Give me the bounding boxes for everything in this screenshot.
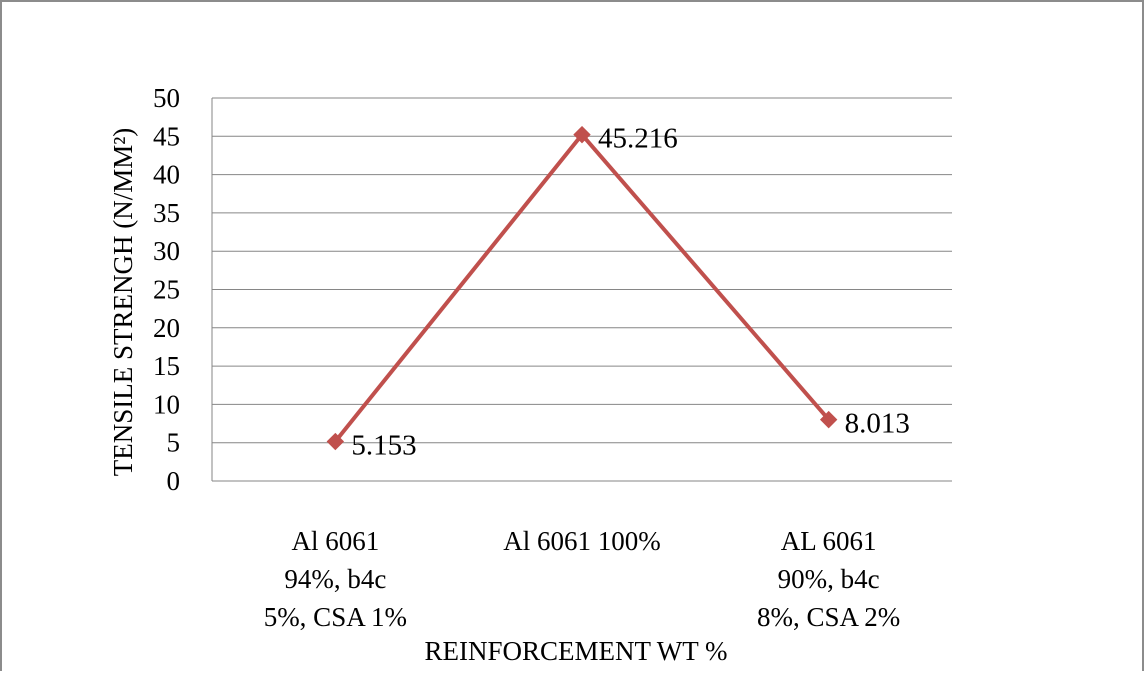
data-point-3 bbox=[819, 410, 838, 429]
x-category-label-line: 90%, b4c bbox=[778, 564, 880, 594]
series-line-path bbox=[333, 132, 831, 443]
x-category-label-1: Al 6061 94%, b4c 5%, CSA 1% bbox=[264, 526, 407, 632]
y-tick-label-50: 50 bbox=[153, 83, 180, 113]
x-category-label-2: Al 6061 100% bbox=[503, 526, 661, 556]
data-labels: 5.153 45.216 8.013 bbox=[351, 123, 910, 462]
data-label-3: 8.013 bbox=[845, 408, 910, 440]
y-tick-label-45: 45 bbox=[153, 121, 180, 151]
y-tick-label-5: 5 bbox=[167, 428, 181, 458]
data-label-1: 5.153 bbox=[351, 430, 416, 462]
series-line bbox=[333, 132, 831, 443]
data-point-1 bbox=[326, 432, 345, 451]
data-label-2: 45.216 bbox=[598, 123, 678, 155]
y-tick-label-30: 30 bbox=[153, 236, 180, 266]
x-category-label-line: AL 6061 bbox=[781, 526, 877, 556]
x-category-label-line: 94%, b4c bbox=[284, 564, 386, 594]
y-tick-label-0: 0 bbox=[167, 466, 181, 496]
x-category-label-3: AL 6061 90%, b4c 8%, CSA 2% bbox=[757, 526, 900, 632]
x-category-label-line: 5%, CSA 1% bbox=[264, 602, 407, 632]
data-point-2 bbox=[573, 125, 591, 144]
gridlines bbox=[211, 97, 952, 482]
y-axis-title: TENSILE STRENGH (N/MM²) bbox=[108, 128, 138, 477]
y-tick-label-15: 15 bbox=[153, 351, 180, 381]
y-axis-tick-labels: 0 5 10 15 20 25 30 35 40 45 50 bbox=[153, 83, 180, 496]
y-tick-label-25: 25 bbox=[153, 275, 180, 305]
y-tick-label-20: 20 bbox=[153, 313, 180, 343]
y-tick-label-40: 40 bbox=[153, 160, 180, 190]
x-category-label-line: Al 6061 bbox=[291, 526, 379, 556]
x-category-label-line: 8%, CSA 2% bbox=[757, 602, 900, 632]
series-markers bbox=[326, 125, 838, 451]
x-axis-category-labels: Al 6061 94%, b4c 5%, CSA 1% Al 6061 100% AL … bbox=[264, 526, 901, 632]
x-axis-title: REINFORCEMENT WT % bbox=[424, 636, 727, 666]
y-tick-label-10: 10 bbox=[153, 389, 180, 419]
y-tick-label-35: 35 bbox=[153, 198, 180, 228]
x-category-label-line: Al 6061 100% bbox=[503, 526, 661, 556]
